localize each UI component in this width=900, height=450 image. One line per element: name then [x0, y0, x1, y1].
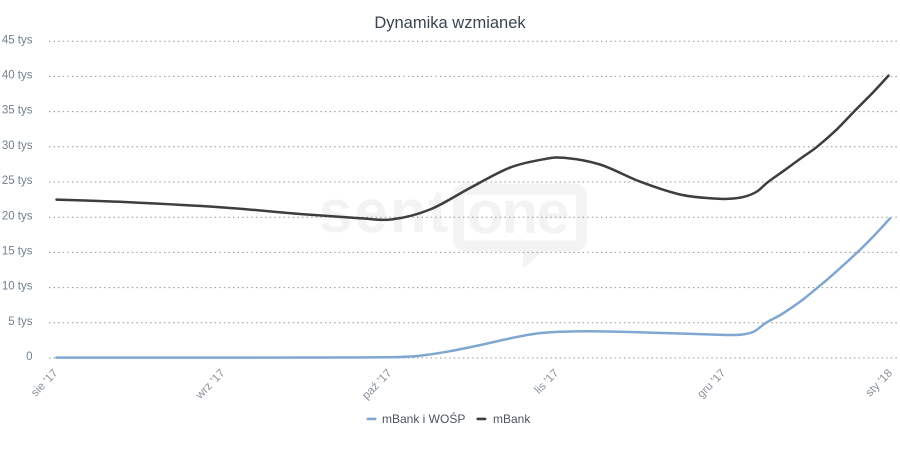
svg-text:5 tys: 5 tys [8, 316, 33, 328]
svg-text:25 tys: 25 tys [2, 175, 33, 187]
svg-text:Dynamika wzmianek: Dynamika wzmianek [374, 14, 526, 32]
svg-text:mBank i WOŚP: mBank i WOŚP [382, 411, 465, 426]
svg-text:one: one [467, 179, 568, 246]
svg-text:10 tys: 10 tys [2, 281, 33, 293]
svg-text:senti: senti [319, 178, 469, 245]
svg-text:0: 0 [26, 351, 32, 363]
svg-text:40 tys: 40 tys [2, 70, 33, 82]
svg-text:15 tys: 15 tys [2, 246, 33, 258]
svg-text:45 tys: 45 tys [2, 34, 33, 46]
svg-text:35 tys: 35 tys [2, 105, 33, 117]
svg-text:30 tys: 30 tys [2, 140, 33, 152]
svg-text:20 tys: 20 tys [2, 210, 33, 222]
svg-text:mBank: mBank [493, 412, 531, 426]
